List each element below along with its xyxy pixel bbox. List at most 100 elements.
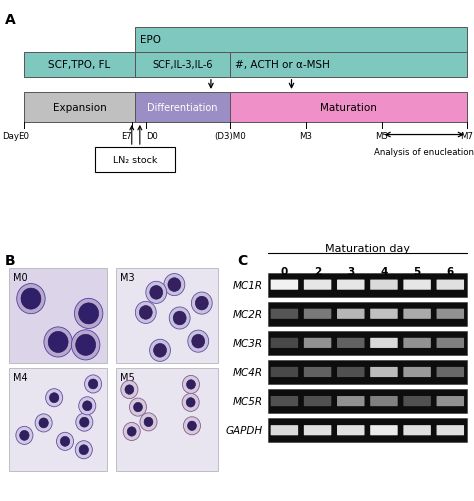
FancyBboxPatch shape — [304, 367, 331, 377]
Ellipse shape — [191, 293, 212, 315]
Ellipse shape — [72, 330, 100, 360]
FancyBboxPatch shape — [437, 425, 464, 435]
Text: E0: E0 — [18, 132, 29, 141]
Ellipse shape — [76, 335, 96, 356]
Text: MC5R: MC5R — [233, 396, 263, 406]
FancyBboxPatch shape — [437, 338, 464, 348]
Ellipse shape — [121, 381, 138, 399]
Ellipse shape — [80, 417, 89, 427]
FancyBboxPatch shape — [403, 425, 431, 435]
Text: SCF,IL-3,IL-6: SCF,IL-3,IL-6 — [152, 60, 213, 70]
Ellipse shape — [144, 417, 153, 427]
Ellipse shape — [169, 307, 190, 329]
FancyBboxPatch shape — [271, 396, 298, 406]
Bar — [268, 389, 467, 413]
Ellipse shape — [195, 297, 208, 310]
Ellipse shape — [16, 426, 33, 444]
Text: EPO: EPO — [140, 35, 161, 45]
FancyBboxPatch shape — [370, 425, 398, 435]
Text: 4: 4 — [380, 267, 388, 277]
Text: LN₂ stock: LN₂ stock — [113, 156, 157, 165]
Bar — [116, 368, 218, 471]
Ellipse shape — [84, 375, 101, 393]
Text: (D3)M0: (D3)M0 — [214, 132, 246, 141]
Bar — [135, 28, 467, 53]
Text: MC2R: MC2R — [233, 309, 263, 319]
Bar — [24, 53, 135, 78]
Text: Analysis of enucleation: Analysis of enucleation — [374, 148, 474, 157]
Ellipse shape — [188, 331, 209, 353]
Ellipse shape — [20, 430, 29, 440]
FancyBboxPatch shape — [403, 367, 431, 377]
Ellipse shape — [182, 376, 200, 394]
Text: C: C — [237, 253, 247, 267]
Ellipse shape — [182, 394, 199, 412]
Bar — [24, 93, 135, 123]
FancyBboxPatch shape — [304, 280, 331, 290]
FancyBboxPatch shape — [403, 280, 431, 290]
FancyBboxPatch shape — [437, 396, 464, 406]
Bar — [230, 93, 467, 123]
Ellipse shape — [192, 335, 205, 348]
Text: M7: M7 — [460, 132, 474, 141]
Ellipse shape — [123, 423, 140, 441]
Text: A: A — [5, 13, 16, 27]
Ellipse shape — [136, 302, 156, 324]
FancyBboxPatch shape — [437, 309, 464, 319]
Text: M3: M3 — [299, 132, 312, 141]
FancyBboxPatch shape — [271, 338, 298, 348]
Text: M5: M5 — [120, 372, 135, 382]
Ellipse shape — [46, 389, 63, 407]
Ellipse shape — [75, 441, 92, 459]
FancyBboxPatch shape — [304, 425, 331, 435]
Text: E7: E7 — [121, 132, 131, 141]
FancyBboxPatch shape — [337, 367, 365, 377]
Text: Day: Day — [2, 132, 19, 141]
Text: MC3R: MC3R — [233, 338, 263, 348]
Ellipse shape — [35, 414, 52, 432]
Ellipse shape — [89, 379, 98, 389]
Bar — [268, 360, 467, 384]
Text: D0: D0 — [146, 132, 157, 141]
Ellipse shape — [187, 380, 195, 389]
Text: 6: 6 — [447, 267, 454, 277]
Ellipse shape — [127, 427, 136, 436]
Ellipse shape — [17, 284, 45, 314]
Bar — [116, 268, 218, 363]
FancyBboxPatch shape — [437, 367, 464, 377]
Ellipse shape — [188, 421, 196, 430]
FancyBboxPatch shape — [304, 338, 331, 348]
Text: GAPDH: GAPDH — [226, 425, 263, 435]
Ellipse shape — [82, 401, 92, 411]
FancyBboxPatch shape — [370, 309, 398, 319]
Ellipse shape — [129, 398, 146, 416]
Ellipse shape — [44, 327, 73, 357]
Ellipse shape — [21, 289, 41, 310]
Ellipse shape — [146, 282, 167, 304]
FancyBboxPatch shape — [304, 309, 331, 319]
Bar — [268, 273, 467, 297]
Text: #, ACTH or α-MSH: #, ACTH or α-MSH — [235, 60, 329, 70]
FancyBboxPatch shape — [370, 280, 398, 290]
Ellipse shape — [125, 385, 134, 394]
Bar — [230, 53, 467, 78]
Ellipse shape — [49, 393, 59, 403]
Ellipse shape — [186, 398, 195, 407]
Text: 2: 2 — [314, 267, 321, 277]
Ellipse shape — [79, 445, 89, 455]
Ellipse shape — [150, 286, 163, 300]
FancyBboxPatch shape — [304, 396, 331, 406]
Ellipse shape — [39, 418, 48, 428]
Bar — [9, 368, 107, 471]
Text: 5: 5 — [413, 267, 421, 277]
FancyBboxPatch shape — [271, 425, 298, 435]
Text: B: B — [5, 253, 15, 267]
Ellipse shape — [140, 413, 157, 431]
Text: M0: M0 — [13, 272, 28, 282]
Ellipse shape — [79, 303, 99, 324]
Ellipse shape — [76, 413, 93, 431]
Ellipse shape — [56, 432, 73, 450]
Ellipse shape — [164, 274, 185, 296]
FancyBboxPatch shape — [437, 280, 464, 290]
Bar — [95, 148, 175, 173]
